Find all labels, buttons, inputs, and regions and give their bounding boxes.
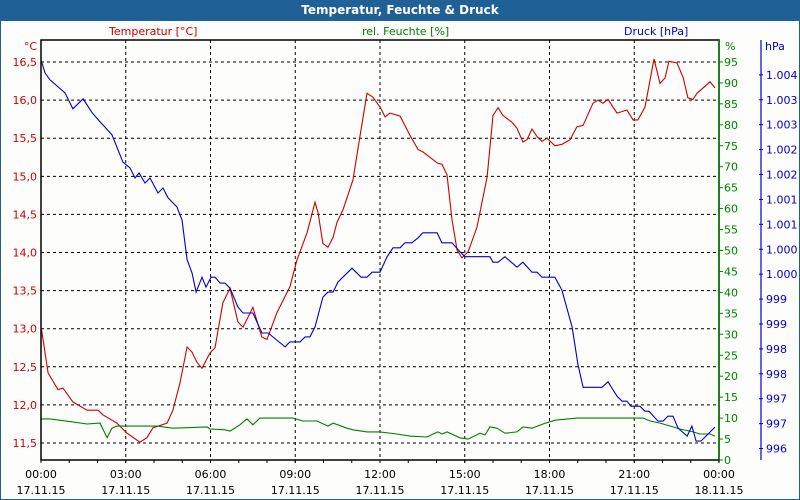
series-layer <box>40 58 716 443</box>
x-tick-time-label: 21:00 <box>618 468 650 481</box>
humidity-tick-label: 30 <box>724 328 738 341</box>
x-tick-date-label: 17.11.15 <box>186 484 235 497</box>
x-tick-time-label: 03:00 <box>110 468 142 481</box>
x-tick-date-label: 17.11.15 <box>17 484 66 497</box>
pressure-tick-label: 1.003 <box>766 119 798 132</box>
temperature-unit: °C <box>24 40 38 53</box>
humidity-tick-label: 60 <box>724 203 738 216</box>
legend-temperature: Temperatur [°C] <box>108 25 197 38</box>
x-tick-time-label: 12:00 <box>364 468 396 481</box>
pressure-tick-label: 997 <box>766 393 787 406</box>
pressure-tick-label: 1.000 <box>766 243 798 256</box>
humidity-tick-label: 80 <box>724 119 738 132</box>
x-tick-date-label: 17.11.15 <box>610 484 659 497</box>
pressure-tick-label: 999 <box>766 318 787 331</box>
legend-pressure: Druck [hPa] <box>624 25 688 38</box>
temperature-tick-label: 13,5 <box>13 285 38 298</box>
pressure-tick-label: 1.001 <box>766 218 798 231</box>
x-tick-date-label: 17.11.15 <box>271 484 320 497</box>
humidity-tick-label: 65 <box>724 182 738 195</box>
series-line-pressure <box>40 59 716 442</box>
humidity-tick-label: 20 <box>724 370 738 383</box>
humidity-tick-label: 5 <box>724 433 731 446</box>
x-tick-time-label: 00:00 <box>703 468 735 481</box>
pressure-tick-label: 1.003 <box>766 94 798 107</box>
humidity-tick-label: 25 <box>724 349 738 362</box>
humidity-tick-label: 10 <box>724 412 738 425</box>
x-tick-time-label: 00:00 <box>25 468 57 481</box>
grid <box>41 40 719 464</box>
temperature-tick-label: 14,0 <box>13 247 38 260</box>
humidity-tick-label: 70 <box>724 161 738 174</box>
pressure-tick-label: 996 <box>766 443 787 456</box>
x-tick-time-label: 09:00 <box>279 468 311 481</box>
temperature-tick-label: 16,5 <box>13 56 38 69</box>
temperature-tick-label: 13,0 <box>13 323 38 336</box>
humidity-tick-label: 90 <box>724 77 738 90</box>
pressure-tick-label: 1.002 <box>766 169 798 182</box>
temperature-tick-label: 16,0 <box>13 94 38 107</box>
pressure-tick-label: 1.002 <box>766 144 798 157</box>
humidity-unit: % <box>725 40 735 53</box>
axis-ticks: 16,5 16,0 15,5 15,0 14,5 14,0 13,5 13,0 12,5 12,0… <box>13 56 798 497</box>
x-tick-date-label: 17.11.15 <box>440 484 489 497</box>
pressure-tick-label: 1.004 <box>766 69 798 82</box>
temperature-tick-label: 12,0 <box>13 399 38 412</box>
pressure-tick-label: 999 <box>766 293 787 306</box>
temperature-tick-label: 15,5 <box>13 132 38 145</box>
x-tick-date-label: 17.11.15 <box>525 484 574 497</box>
humidity-tick-label: 85 <box>724 98 738 111</box>
series-line-humidity <box>41 417 716 440</box>
humidity-tick-label: 40 <box>724 286 738 299</box>
x-tick-date-label: 18.11.15 <box>695 484 744 497</box>
humidity-tick-label: 95 <box>724 56 738 69</box>
temperature-tick-label: 11,5 <box>13 437 38 450</box>
legend-humidity: rel. Feuchte [%] <box>362 25 449 38</box>
humidity-tick-label: 45 <box>724 265 738 278</box>
x-tick-time-label: 15:00 <box>449 468 481 481</box>
x-tick-time-label: 06:00 <box>195 468 227 481</box>
x-tick-date-label: 17.11.15 <box>356 484 405 497</box>
pressure-tick-label: 998 <box>766 368 787 381</box>
pressure-tick-label: 998 <box>766 343 787 356</box>
pressure-tick-label: 997 <box>766 418 787 431</box>
series-line-temperature <box>41 58 716 443</box>
humidity-tick-label: 15 <box>724 391 738 404</box>
pressure-tick-label: 1.001 <box>766 193 798 206</box>
x-tick-date-label: 17.11.15 <box>101 484 150 497</box>
humidity-tick-label: 35 <box>724 307 738 320</box>
pressure-unit: hPa <box>765 40 785 53</box>
x-tick-time-label: 18:00 <box>534 468 566 481</box>
temperature-tick-label: 12,5 <box>13 361 38 374</box>
humidity-tick-label: 75 <box>724 140 738 153</box>
chart-title: Temperatur, Feuchte & Druck <box>0 0 800 21</box>
humidity-tick-label: 50 <box>724 245 738 258</box>
humidity-tick-label: 55 <box>724 224 738 237</box>
pressure-tick-label: 1.000 <box>766 268 798 281</box>
humidity-tick-label: 0 <box>724 454 731 467</box>
temperature-tick-label: 14,5 <box>13 208 38 221</box>
temperature-tick-label: 15,0 <box>13 170 38 183</box>
